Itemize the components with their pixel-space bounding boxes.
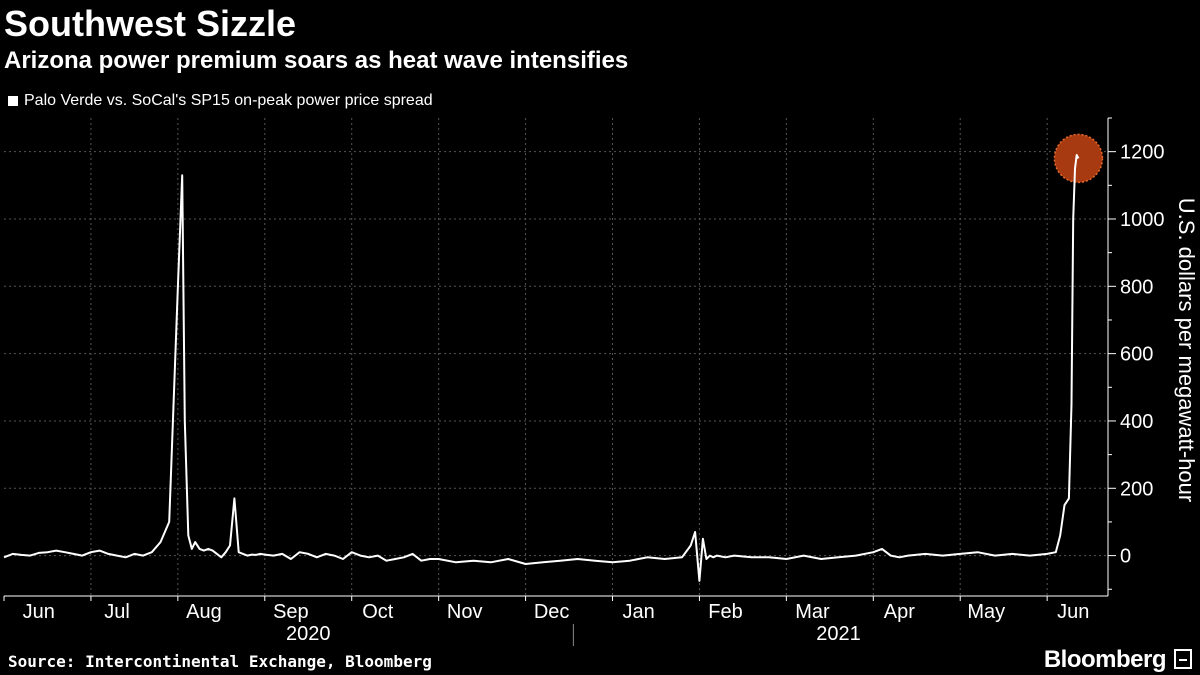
y-tick-label: 1000	[1120, 209, 1165, 231]
x-tick-label: Jul	[104, 601, 130, 623]
x-tick-label: Nov	[447, 601, 483, 623]
chart-subtitle: Arizona power premium soars as heat wave…	[4, 47, 629, 74]
y-axis-label-container: U.S. dollars per megawatt-hour	[1166, 150, 1200, 550]
y-tick-label: 800	[1120, 276, 1153, 298]
x-tick-label: Apr	[884, 601, 915, 623]
y-tick-label: 200	[1120, 478, 1153, 500]
x-tick-label: Aug	[186, 601, 222, 623]
year-label: 2021	[816, 623, 861, 645]
source-note: Source: Intercontinental Exchange, Bloom…	[8, 652, 432, 671]
x-tick-label: Dec	[534, 601, 570, 623]
x-tick-label: Jun	[23, 601, 55, 623]
x-tick-label: Mar	[795, 601, 830, 623]
x-tick-label: Jan	[622, 601, 654, 623]
series-line	[3, 154, 1080, 582]
chart-title: Southwest Sizzle	[4, 3, 297, 44]
y-tick-label: 1200	[1120, 142, 1165, 164]
y-tick-label: 0	[1120, 546, 1131, 568]
legend: Palo Verde vs. SoCal's SP15 on-peak powe…	[8, 91, 433, 111]
highlight-marker	[1053, 133, 1104, 184]
brand-logo: Bloomberg	[1043, 646, 1167, 673]
x-tick-label: Feb	[708, 601, 742, 623]
legend-swatch	[8, 96, 18, 106]
y-axis-label: U.S. dollars per megawatt-hour	[1174, 197, 1199, 503]
x-tick-label: Oct	[362, 601, 394, 623]
x-tick-label: Jun	[1057, 601, 1089, 623]
y-tick-label: 400	[1120, 411, 1153, 433]
legend-label: Palo Verde vs. SoCal's SP15 on-peak powe…	[24, 92, 433, 109]
y-tick-label: 600	[1120, 344, 1153, 366]
bloomberg-terminal-icon	[1174, 649, 1192, 669]
x-tick-label: Sep	[273, 601, 309, 623]
year-label: 2020	[286, 623, 331, 645]
x-tick-label: May	[967, 601, 1005, 623]
